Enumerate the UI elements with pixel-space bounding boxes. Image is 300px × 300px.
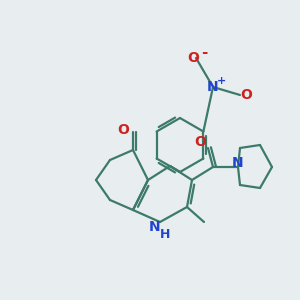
Text: N: N bbox=[232, 156, 244, 170]
Text: N: N bbox=[207, 80, 219, 94]
Text: O: O bbox=[187, 51, 199, 65]
Text: O: O bbox=[194, 135, 206, 149]
Text: O: O bbox=[240, 88, 252, 102]
Text: -: - bbox=[201, 44, 207, 59]
Text: +: + bbox=[216, 76, 226, 86]
Text: H: H bbox=[160, 227, 170, 241]
Text: N: N bbox=[149, 220, 161, 234]
Text: O: O bbox=[117, 123, 129, 137]
